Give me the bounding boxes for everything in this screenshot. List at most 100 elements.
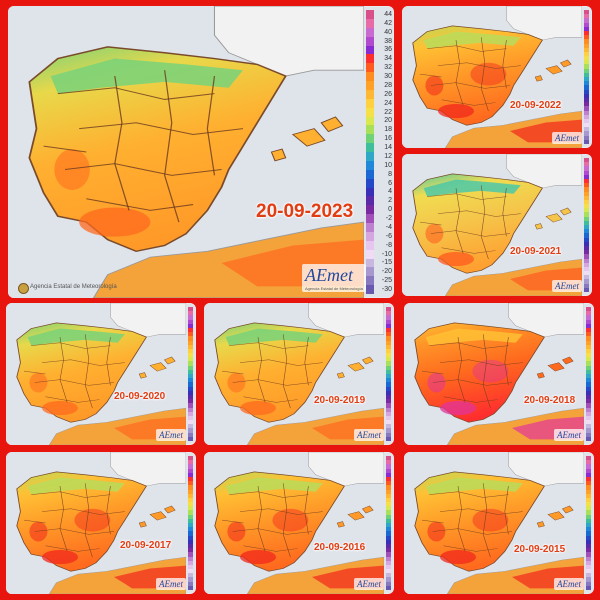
map-date-label: 20-09-2020 <box>114 391 166 402</box>
legend-step: 42 <box>366 18 392 28</box>
legend-step <box>586 531 592 536</box>
legend-swatch <box>584 241 589 246</box>
legend-step <box>586 361 592 366</box>
legend-label: 16 <box>384 135 392 143</box>
balearic-island <box>291 128 326 147</box>
legend-step <box>188 378 194 383</box>
legend-swatch <box>188 497 193 503</box>
legend-step: 2 <box>366 196 392 206</box>
legend-step <box>386 481 392 486</box>
legend-swatch <box>386 353 391 358</box>
legend-step <box>386 510 392 515</box>
balearic-island <box>562 356 574 365</box>
legend-step <box>586 548 592 553</box>
legend-step <box>386 399 392 404</box>
legend-step <box>386 420 392 425</box>
province-border <box>257 337 266 403</box>
aemet-logo-text: AEmet <box>357 579 381 589</box>
legend-step <box>586 523 592 528</box>
legend-step <box>584 233 590 238</box>
province-border <box>427 45 507 52</box>
legend-label: 38 <box>384 37 392 45</box>
western-hot-zone <box>227 372 246 393</box>
legend-step <box>586 527 592 532</box>
legend-swatch <box>188 407 193 412</box>
legend-step <box>586 365 592 370</box>
legend-swatch <box>386 394 391 400</box>
legend-swatch <box>584 110 589 115</box>
legend-step: -8 <box>366 240 392 250</box>
legend-swatch <box>586 369 591 374</box>
legend-swatch <box>386 336 391 341</box>
legend-step <box>586 543 592 549</box>
legend-step <box>386 518 392 523</box>
temperature-legend: 44 42 40 38 36 34 32 30 28 26 24 22 20 18 16 14 12 10 8 6 4 2… <box>366 10 392 294</box>
legend-step <box>586 307 592 312</box>
legend-swatch <box>586 560 591 565</box>
legend-step <box>386 386 392 391</box>
legend-step <box>586 468 592 473</box>
legend-swatch <box>386 357 391 362</box>
map-panel-2022: 20-09-2022 AEmet <box>402 6 592 148</box>
legend-step <box>188 436 194 441</box>
legend-step <box>188 535 194 540</box>
northern-cool-band <box>423 179 521 197</box>
legend-swatch <box>188 332 193 337</box>
legend-swatch <box>366 107 374 117</box>
legend-step <box>584 191 590 196</box>
legend-step: 36 <box>366 45 392 55</box>
legend-swatch <box>386 432 391 437</box>
legend-step <box>386 560 392 565</box>
legend-step <box>586 460 592 465</box>
legend-swatch <box>188 344 193 349</box>
legend-swatch <box>188 327 193 333</box>
legend-swatch <box>366 169 374 179</box>
aemet-logo: AEmet <box>554 578 584 590</box>
legend-step <box>188 564 194 570</box>
legend-swatch <box>586 378 591 383</box>
legend-swatch <box>386 327 391 333</box>
province-border <box>57 87 215 100</box>
legend-step <box>584 283 590 288</box>
legend-label: 44 <box>384 10 392 18</box>
legend-step <box>586 374 592 379</box>
legend-step: 26 <box>366 89 392 99</box>
temperature-legend <box>386 456 392 590</box>
legend-step <box>188 353 194 358</box>
legend-swatch <box>386 581 391 586</box>
legend-swatch <box>584 254 589 259</box>
legend-swatch <box>366 223 374 232</box>
legend-step: -15 <box>366 258 392 268</box>
legend-step <box>586 581 592 586</box>
legend-step <box>586 552 592 557</box>
legend-swatch <box>586 581 591 586</box>
province-border <box>239 359 323 366</box>
province-border <box>243 545 298 552</box>
legend-swatch <box>386 556 391 561</box>
legend-step <box>386 569 392 574</box>
legend-step: 28 <box>366 81 392 90</box>
legend-swatch <box>584 287 589 292</box>
legend-step <box>386 378 392 383</box>
legend-label: -25 <box>381 277 392 285</box>
legend-step <box>188 518 194 523</box>
legend-step: 14 <box>366 143 392 152</box>
legend-step <box>188 493 194 498</box>
legend-swatch <box>188 577 193 582</box>
province-border <box>455 188 464 254</box>
province-border <box>64 163 222 176</box>
legend-swatch <box>386 386 391 391</box>
aemet-logo-text: AEmet <box>159 430 183 440</box>
legend-swatch <box>584 118 589 124</box>
legend-swatch <box>586 361 591 366</box>
legend-swatch <box>366 72 374 81</box>
legend-swatch <box>586 527 591 532</box>
legend-step <box>188 527 194 532</box>
southern-hot-zone <box>440 400 476 416</box>
legend-step: 30 <box>366 72 392 81</box>
legend-label: -6 <box>385 232 392 240</box>
legend-swatch <box>386 577 391 582</box>
legend-step <box>586 497 592 503</box>
province-border <box>443 545 498 552</box>
